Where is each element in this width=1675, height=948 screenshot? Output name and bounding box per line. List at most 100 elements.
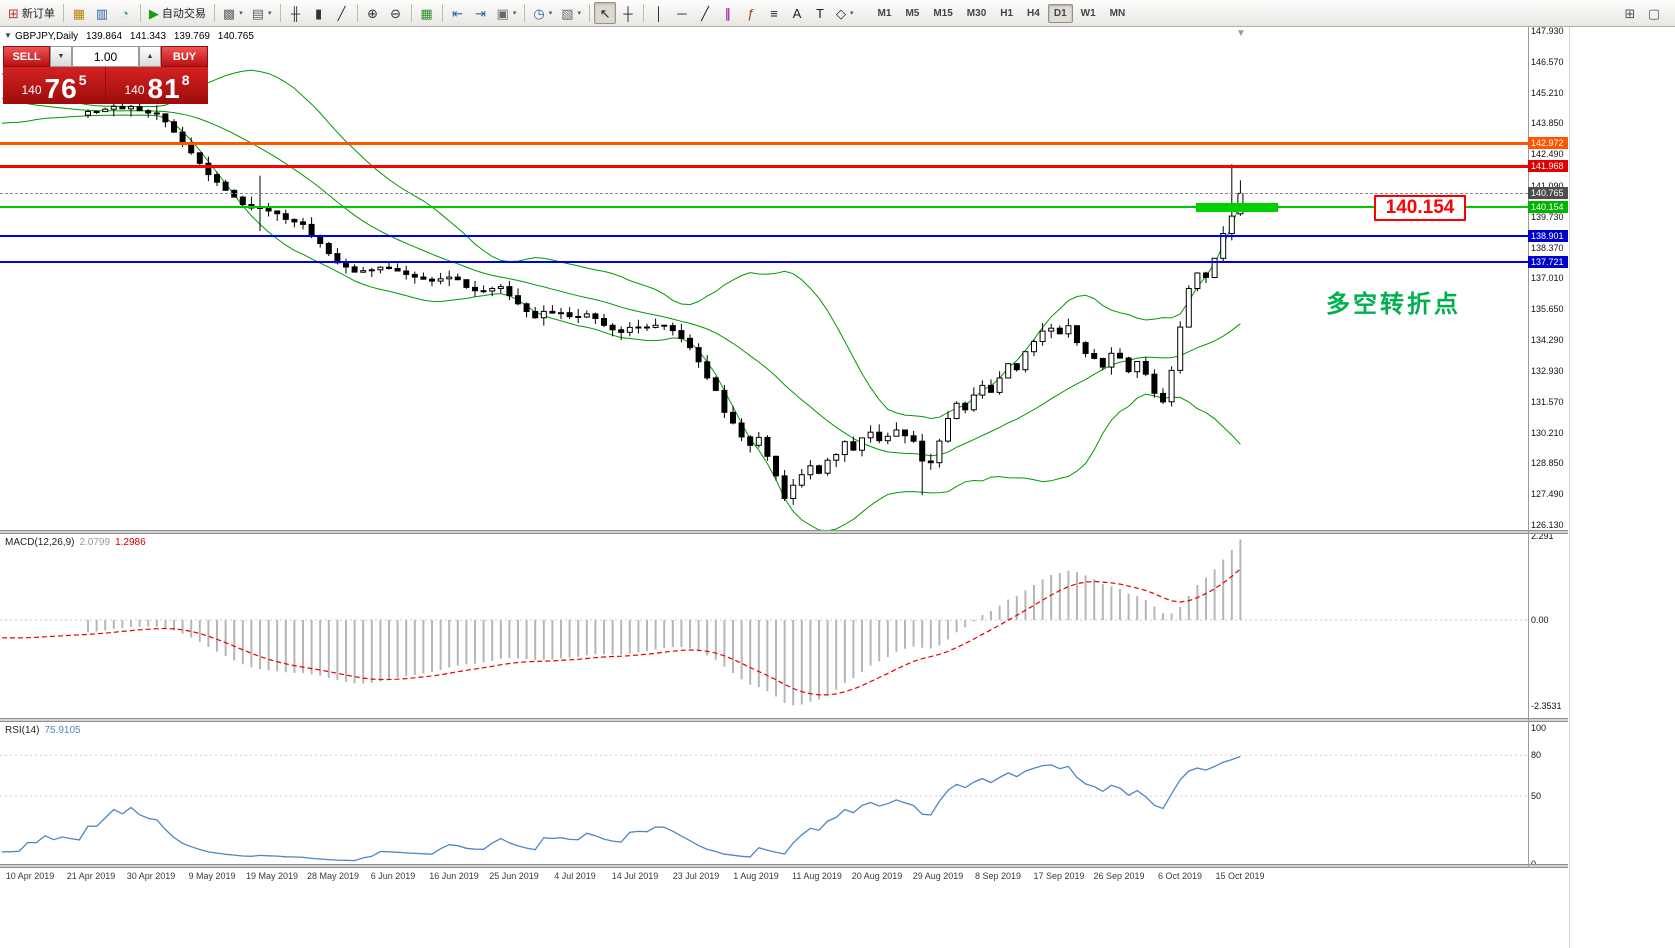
macd-rsi-splitter[interactable] [0,718,1568,722]
sell-price-button[interactable]: 140 76 5 [3,67,105,104]
price-scale-border [1528,27,1529,868]
new-order-button[interactable]: ⊞ 新订单 [4,2,59,24]
market-watch-button[interactable]: ▦ [68,2,90,24]
new-chart-button[interactable]: ▩ ▾ [219,2,247,24]
buy-button[interactable]: BUY [161,46,208,67]
oneclick-panel-toggle[interactable]: ▼ [4,31,12,40]
toolbar-separator [62,4,64,22]
templates-dropdown-icon[interactable]: ▾ [512,10,517,17]
horizontal-level-line[interactable] [0,206,1528,208]
new-chart-dropdown-icon[interactable]: ▾ [239,10,243,17]
timeframe-m15-button[interactable]: M15 [933,7,953,19]
timeframe-m5-button[interactable]: M5 [905,7,920,19]
date-axis-label[interactable]: 23 Jul 2019 [672,871,720,881]
date-axis-label[interactable]: 29 Aug 2019 [912,871,964,881]
vertical-line-button[interactable]: │ [648,2,670,24]
volume-input[interactable]: 1.00 [72,46,139,67]
chart-shift-marker-icon[interactable]: ▼ [1236,28,1246,39]
date-axis-label[interactable]: 8 Sep 2019 [974,871,1022,881]
zoom-out-button[interactable]: ⊖ [385,2,407,24]
crosshair-button[interactable]: ┼ [617,2,639,24]
date-axis-label[interactable]: 26 Sep 2019 [1093,871,1145,881]
arrows-dropdown-icon[interactable]: ▾ [850,10,854,17]
date-axis-label[interactable]: 21 Apr 2019 [66,871,116,881]
profiles-button[interactable]: ▤ ▾ [248,2,276,24]
volume-decrease-button[interactable]: ▼ [50,46,72,67]
date-axis-label[interactable]: 9 May 2019 [188,871,236,881]
navigator-button[interactable]: ◔ [114,2,136,24]
window-list-icon: ▢ [1647,5,1661,21]
text-button[interactable]: A [786,2,808,24]
date-axis-label[interactable]: 1 Aug 2019 [733,871,779,881]
rsi-indicator-chart[interactable] [0,722,1528,864]
date-axis-label[interactable]: 28 May 2019 [306,871,360,881]
macd-main-value: 2.0799 [79,537,111,548]
rsi-value: 75.9105 [44,725,81,736]
zoom-in-icon: ⊕ [367,5,378,21]
date-axis-label[interactable]: 17 Sep 2019 [1033,871,1085,881]
shift-left-icon: ⇤ [452,5,463,21]
horizontal-line-button[interactable]: ─ [671,2,693,24]
bar-chart-button[interactable]: ╫ [285,2,307,24]
timeframe-w1-button[interactable]: W1 [1080,7,1096,19]
text-icon: A [792,5,802,21]
indicators-button[interactable]: ▧ ▾ [557,2,585,24]
timeframe-h4-button[interactable]: H4 [1027,7,1040,19]
date-axis-label[interactable]: 6 Jun 2019 [370,871,416,881]
date-axis-label[interactable]: 15 Oct 2019 [1215,871,1265,881]
equidistant-channel-button[interactable]: ∥ [717,2,739,24]
date-axis-label[interactable]: 25 Jun 2019 [489,871,539,881]
timeframe-h1-button[interactable]: H1 [1000,7,1014,19]
templates-button[interactable]: ▣ ▾ [493,2,521,24]
new-window-button[interactable]: ⊞ [1619,2,1641,24]
text-label-button[interactable]: T [809,2,831,24]
thick-green-trend-segment[interactable] [1196,203,1278,212]
shift-left-button[interactable]: ⇤ [447,2,469,24]
cursor-button[interactable]: ↖ [594,2,617,24]
timeframe-m1-button[interactable]: M1 [877,7,892,19]
date-axis-label[interactable]: 14 Jul 2019 [611,871,659,881]
date-axis-label[interactable]: 20 Aug 2019 [851,871,903,881]
date-axis-label[interactable]: 11 Aug 2019 [792,871,842,881]
price-macd-splitter[interactable] [0,530,1568,534]
horizontal-level-line[interactable] [0,165,1528,168]
profiles-dropdown-icon[interactable]: ▾ [268,10,272,17]
indicators-dropdown-icon[interactable]: ▾ [577,10,582,17]
buy-price-button[interactable]: 140 81 8 [106,67,208,104]
shift-right-button[interactable]: ⇥ [470,2,492,24]
timeframe-mn-button[interactable]: MN [1109,7,1126,19]
line-chart-button[interactable]: ╱ [331,2,353,24]
auto-arrange-button[interactable]: ▦ [416,2,438,24]
navigator-icon: ◔ [120,5,129,21]
current-price-line[interactable] [0,193,1528,194]
date-axis-label[interactable]: 30 Apr 2019 [126,871,176,881]
fibonacci-button[interactable]: ƒ [740,2,762,24]
date-axis-label[interactable]: 4 Jul 2019 [554,871,596,881]
trendline-button[interactable]: ╱ [694,2,716,24]
timeframe-d1-button[interactable]: D1 [1047,3,1073,23]
zoom-in-button[interactable]: ⊕ [362,2,384,24]
toolbar-right-group: ⊞ ▢ [1619,2,1665,24]
price-chart[interactable] [0,27,1528,530]
macd-indicator-chart[interactable] [0,534,1528,718]
period-button[interactable]: ◷ ▾ [529,2,556,24]
auto-trading-button[interactable]: ▶ 自动交易 [145,2,210,24]
price-callout-textbox[interactable]: 140.154 [1374,195,1466,221]
candlestick-chart-button[interactable]: ▮ [308,2,330,24]
horizontal-level-line[interactable] [0,261,1528,263]
date-axis-label[interactable]: 16 Jun 2019 [429,871,479,881]
window-list-button[interactable]: ▢ [1643,2,1665,24]
grid-button[interactable]: ≡ [763,2,785,24]
arrows-button[interactable]: ◇ ▾ [832,2,858,24]
date-axis-label[interactable]: 6 Oct 2019 [1157,871,1203,881]
sell-button[interactable]: SELL [3,46,50,67]
volume-increase-button[interactable]: ▲ [139,46,161,67]
date-axis-label[interactable]: 10 Apr 2019 [5,871,55,881]
data-window-button[interactable]: ▥ [91,2,113,24]
horizontal-level-line[interactable] [0,142,1528,145]
horizontal-level-line[interactable] [0,235,1528,237]
timeframe-m30-button[interactable]: M30 [966,7,987,19]
turning-point-annotation[interactable]: 多空转折点 [1326,291,1461,318]
period-dropdown-icon[interactable]: ▾ [548,10,553,17]
date-axis-label[interactable]: 19 May 2019 [245,871,299,881]
